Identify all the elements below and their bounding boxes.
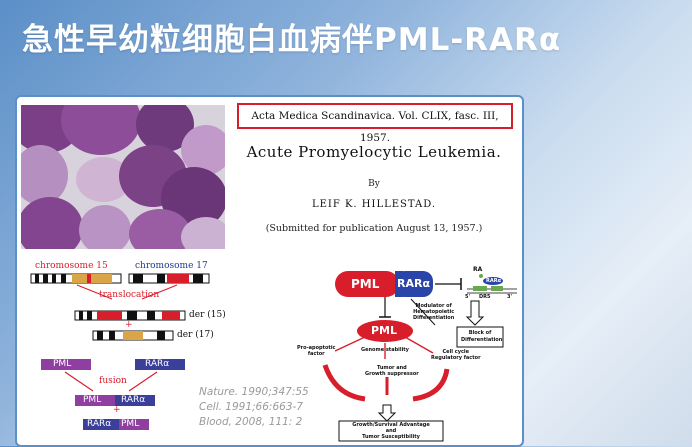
paper-submitted: (Submitted for publication August 13, 19…	[265, 223, 483, 234]
citation-box: Acta Medica Scandinavica. Vol. CLIX, fas…	[237, 103, 513, 144]
translocation-label: translocation	[99, 290, 160, 300]
reference-item: Nature. 1990;347:55	[199, 386, 309, 398]
reference-item: Blood, 2008, 111: 2	[199, 416, 303, 428]
plus-sign-2: +	[113, 405, 121, 415]
rara-box-label: RARα	[397, 277, 431, 290]
der15-label: der (15)	[189, 310, 226, 320]
genome-stability-label: Genome stability	[361, 347, 409, 353]
fusion-label: fusion	[99, 376, 127, 386]
plus-sign: +	[125, 320, 133, 330]
pathway-diagram: PML RARα RA RARα 5' DR5 3' Modulator of H…	[295, 265, 519, 443]
references: Nature. 1990;347:55 Cell. 1991;66:663-7 …	[199, 385, 309, 430]
pathway-graphics	[322, 271, 517, 442]
ra-label: RA	[473, 266, 483, 273]
chr17-label: chromosome 17	[135, 261, 208, 271]
rara-gene-label: RARα	[145, 359, 170, 369]
growth-survival-label: Growth/Survival Advantage and Tumor Suscep…	[352, 422, 430, 440]
modulator-label: Modulator of Hematopoietic Differentiation	[413, 303, 455, 321]
pro-apoptotic-label: Pro-apoptotic factor	[297, 345, 336, 357]
paper-by: By	[368, 179, 380, 189]
translocation-diagram: chromosome 15 chromosome 17	[17, 261, 247, 445]
cell-cycle-label: Cell cycle Regulatory factor	[431, 349, 481, 361]
five-prime-label: 5'	[465, 294, 471, 300]
der17-label: der (17)	[177, 330, 214, 340]
content-panel: Acta Medica Scandinavica. Vol. CLIX, fas…	[15, 95, 524, 447]
slide-title: 急性早幼粒细胞白血病伴PML-RARα	[22, 22, 562, 58]
paper-header: Acta Medica Scandinavica. Vol. CLIX, fas…	[229, 99, 519, 251]
fusion-bottom-pml: PML	[121, 419, 140, 429]
chromosome-graphics	[30, 273, 210, 430]
tumor-suppressor-label: Tumor and Growth suppressor	[365, 365, 419, 377]
chr15-label: chromosome 15	[35, 261, 108, 271]
block-label: Block of Differentiation	[461, 330, 503, 343]
pml-center-label: PML	[371, 324, 398, 337]
paper-author: LEIF K. HILLESTAD.	[311, 199, 437, 210]
dr5-label: DR5	[479, 294, 491, 300]
paper-title: Acute Promyelocytic Leukemia.	[246, 143, 502, 161]
fusion-bottom-rara: RARα	[87, 419, 112, 429]
pml-gene-label: PML	[53, 359, 72, 369]
blood-smear-micrograph	[21, 105, 225, 249]
reference-item: Cell. 1991;66:663-7	[199, 401, 303, 413]
fusion-top-rara: RARα	[121, 395, 146, 405]
three-prime-label: 3'	[507, 294, 513, 300]
pml-box-label: PML	[351, 277, 380, 291]
fusion-top-pml: PML	[83, 395, 102, 405]
rara-small-label: RARα	[486, 278, 502, 284]
